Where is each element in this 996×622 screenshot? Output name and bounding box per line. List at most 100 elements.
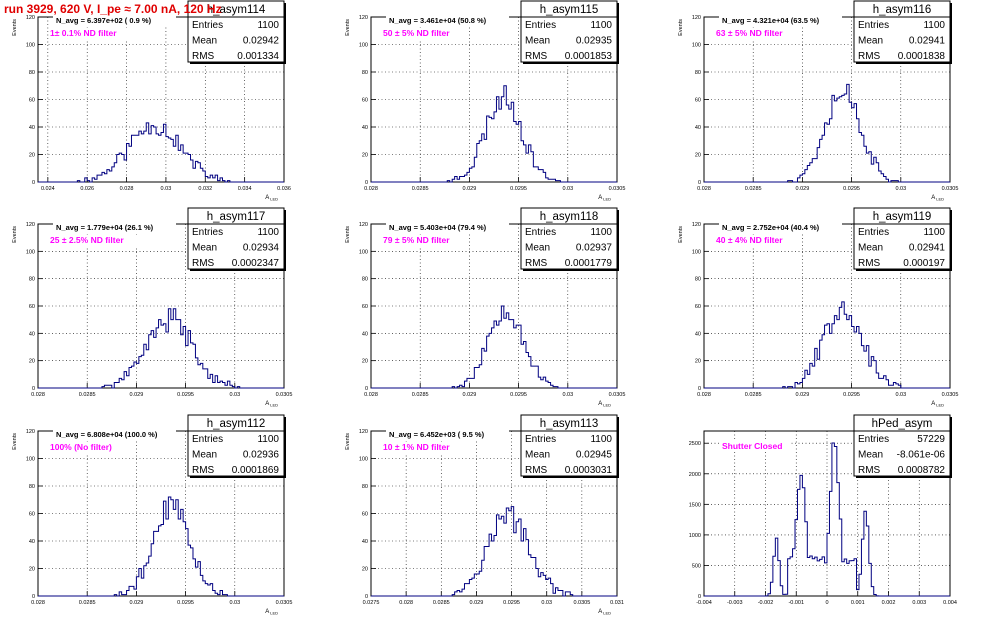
navg-label: N_avg = 5.403e+04 (79.4 %) xyxy=(389,223,487,232)
y-tick-label: 80 xyxy=(29,484,35,490)
x-tick-label: 0.0275 xyxy=(363,600,380,606)
histogram-bars xyxy=(704,83,950,183)
x-tick-label: 0.028 xyxy=(697,392,711,398)
filter-note: 10 ± 1% ND filter xyxy=(383,442,450,452)
histogram-bars xyxy=(38,496,284,597)
navg-box xyxy=(719,14,842,26)
stats-label: RMS xyxy=(192,465,215,476)
histogram-name: h_asym115 xyxy=(540,4,599,16)
stats-label: Entries xyxy=(525,227,556,238)
note-box xyxy=(382,442,468,453)
x-tick-label: 0.0295 xyxy=(503,600,520,606)
navg-box xyxy=(53,221,176,233)
stats-box xyxy=(520,0,618,63)
stats-label: Entries xyxy=(192,434,223,445)
stats-label: Mean xyxy=(525,243,550,254)
stats-label: RMS xyxy=(192,51,215,62)
stats-value: -8.061e-06 xyxy=(897,450,946,461)
y-tick-label: 20 xyxy=(695,359,701,365)
stats-label: Entries xyxy=(525,20,556,31)
stats-label: Entries xyxy=(858,20,889,31)
filter-note: 100% (No filter) xyxy=(50,442,112,452)
y-tick-label: 100 xyxy=(692,249,701,255)
x-tick-label: 0.028 xyxy=(364,186,378,192)
histogram-bars xyxy=(704,301,950,389)
x-tick-label: 0.003 xyxy=(912,600,926,606)
y-tick-label: 60 xyxy=(362,98,368,104)
x-tick-label: 0.0295 xyxy=(510,392,527,398)
histogram-panel: 0.028 0.0285 0.029 0.0295 0.03 0.0305 0 20 40 60 8… xyxy=(345,0,625,202)
histogram-panel: 0.0275 0.028 0.0285 0.029 0.0295 0.03 0.0305 0.… xyxy=(345,414,624,616)
x-tick-label: -0.002 xyxy=(758,600,774,606)
x-tick-label: 0.03 xyxy=(541,600,552,606)
stats-label: RMS xyxy=(525,258,548,269)
note-box xyxy=(721,441,792,452)
y-tick-label: 80 xyxy=(695,277,701,283)
x-tick-label: 0.034 xyxy=(238,186,252,192)
navg-label: N_avg = 6.452e+03 ( 9.5 %) xyxy=(389,430,485,439)
y-tick-label: 2000 xyxy=(689,472,701,478)
x-tick-label: 0.029 xyxy=(470,600,484,606)
y-tick-label: 40 xyxy=(362,539,368,545)
filter-note: 50 ± 5% ND filter xyxy=(383,28,450,38)
y-tick-label: 120 xyxy=(359,222,368,228)
stats-value: 1100 xyxy=(590,434,612,445)
x-axis-title: ALED xyxy=(265,401,278,408)
histogram-panel: -0.004 -0.003 -0.002 -0.001 0 0.001 0.002 0.003… xyxy=(689,414,957,606)
y-tick-label: 120 xyxy=(26,15,35,21)
x-tick-label: 0.0295 xyxy=(843,186,860,192)
histogram-panel: 0.028 0.0285 0.029 0.0295 0.03 0.0305 0 20 40 60 8… xyxy=(678,207,958,408)
x-tick-label: 0.0285 xyxy=(745,186,762,192)
y-axis-title: Events xyxy=(678,19,684,36)
stats-label: Mean xyxy=(525,36,550,47)
x-tick-label: 0.029 xyxy=(463,392,477,398)
histogram-name: h_asym117 xyxy=(207,211,266,223)
stats-value: 0.0003031 xyxy=(565,465,613,476)
navg-box xyxy=(386,221,509,233)
y-tick-label: 1500 xyxy=(689,502,701,508)
y-tick-label: 100 xyxy=(359,249,368,255)
stats-value: 1100 xyxy=(923,20,945,31)
x-tick-label: 0.028 xyxy=(399,600,413,606)
stats-label: RMS xyxy=(858,465,881,476)
stats-label: Mean xyxy=(192,450,217,461)
stats-label: RMS xyxy=(858,258,881,269)
x-tick-label: 0.026 xyxy=(80,186,94,192)
y-tick-label: 120 xyxy=(692,222,701,228)
x-tick-label: 0.031 xyxy=(610,600,624,606)
x-tick-label: 0.002 xyxy=(882,600,896,606)
y-tick-label: 80 xyxy=(695,70,701,76)
y-tick-label: 40 xyxy=(362,125,368,131)
stats-value: 1100 xyxy=(590,20,612,31)
stats-value: 0.0001838 xyxy=(898,51,946,62)
stats-box xyxy=(520,207,618,270)
note-box xyxy=(715,28,801,39)
y-tick-label: 40 xyxy=(29,539,35,545)
histogram-name: h_asym119 xyxy=(873,211,932,223)
y-tick-label: 60 xyxy=(362,304,368,310)
x-axis-title: ALED xyxy=(598,401,611,408)
stats-value: 0.0001853 xyxy=(565,51,613,62)
x-tick-label: 0.028 xyxy=(31,600,45,606)
y-tick-label: 20 xyxy=(29,567,35,573)
y-tick-label: 0 xyxy=(365,594,368,600)
x-tick-label: 0.03 xyxy=(562,392,573,398)
x-tick-label: 0.0305 xyxy=(573,600,590,606)
note-box xyxy=(382,235,468,246)
y-tick-label: 20 xyxy=(29,359,35,365)
navg-box xyxy=(386,428,509,440)
x-tick-label: 0.036 xyxy=(277,186,291,192)
x-tick-label: 0.032 xyxy=(198,186,212,192)
x-tick-label: 0.03 xyxy=(895,186,906,192)
histogram-panel: 0.028 0.0285 0.029 0.0295 0.03 0.0305 0 20 40 60 8… xyxy=(12,414,292,616)
y-tick-label: 500 xyxy=(692,563,701,569)
x-tick-label: 0.029 xyxy=(796,186,810,192)
y-tick-label: 80 xyxy=(362,484,368,490)
x-tick-label: -0.003 xyxy=(727,600,743,606)
y-axis-title: Events xyxy=(345,226,351,243)
y-tick-label: 0 xyxy=(32,180,35,186)
navg-label: N_avg = 1.779e+04 (26.1 %) xyxy=(56,223,154,232)
x-tick-label: 0.03 xyxy=(895,392,906,398)
histogram-bars xyxy=(371,305,617,389)
y-tick-label: 60 xyxy=(695,98,701,104)
